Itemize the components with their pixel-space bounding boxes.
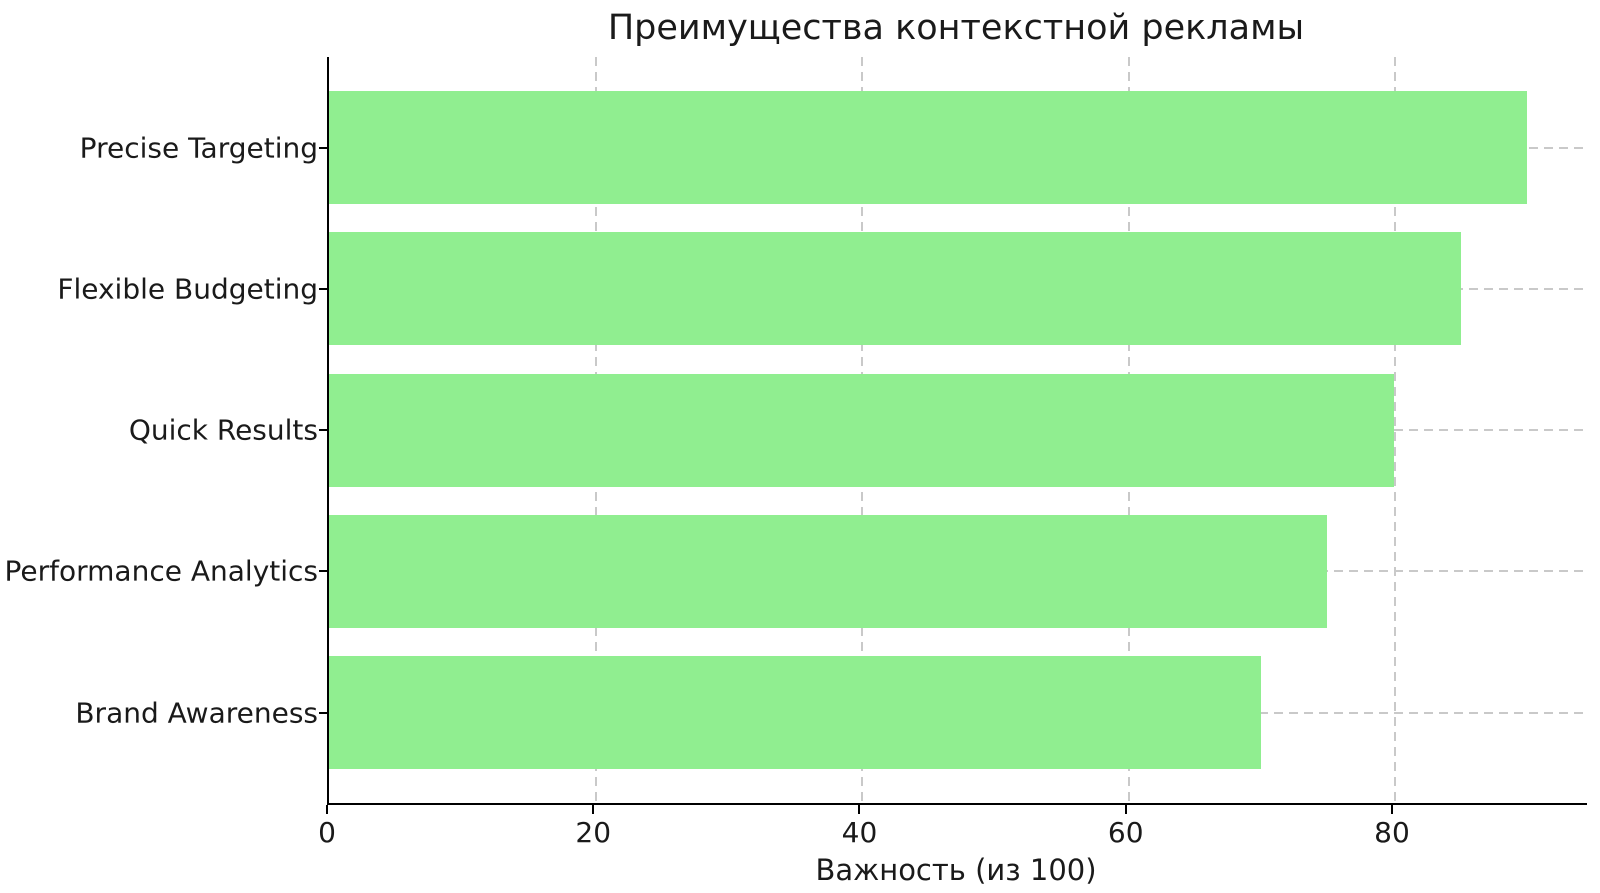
x-axis-label: Важность (из 100) xyxy=(815,853,1097,887)
x-tick-mark xyxy=(1390,805,1393,814)
x-tick-mark xyxy=(1124,805,1127,814)
x-tick-label: 60 xyxy=(1107,816,1144,849)
y-tick-label: Flexible Budgeting xyxy=(57,272,318,306)
x-tick-label: 0 xyxy=(318,816,336,849)
plot-area xyxy=(327,57,1587,805)
y-tick-label: Precise Targeting xyxy=(79,131,318,164)
y-tick-mark xyxy=(319,429,327,431)
y-tick-label: Quick Results xyxy=(128,413,318,447)
y-tick-mark xyxy=(319,287,327,290)
y-tick-label: Performance Analytics xyxy=(4,554,318,588)
y-tick-mark xyxy=(319,146,327,149)
y-tick-label: Brand Awareness xyxy=(75,696,318,729)
x-tick-label: 80 xyxy=(1374,816,1410,849)
y-tick-mark xyxy=(319,570,327,573)
x-tick-mark xyxy=(858,805,861,814)
x-tick-mark xyxy=(326,805,328,814)
chart-title: Преимущества контекстной рекламы xyxy=(607,8,1305,48)
x-tick-label: 20 xyxy=(575,816,612,849)
y-tick-mark xyxy=(319,711,327,714)
bar-flexible-budgeting xyxy=(329,232,1461,346)
x-tick-mark xyxy=(592,805,595,814)
bar-quick-results xyxy=(329,373,1394,487)
x-tick-label: 40 xyxy=(841,816,878,849)
bar-performance-analytics xyxy=(329,514,1328,628)
bar-brand-awareness xyxy=(329,656,1261,769)
bar-precise-targeting xyxy=(329,91,1528,204)
